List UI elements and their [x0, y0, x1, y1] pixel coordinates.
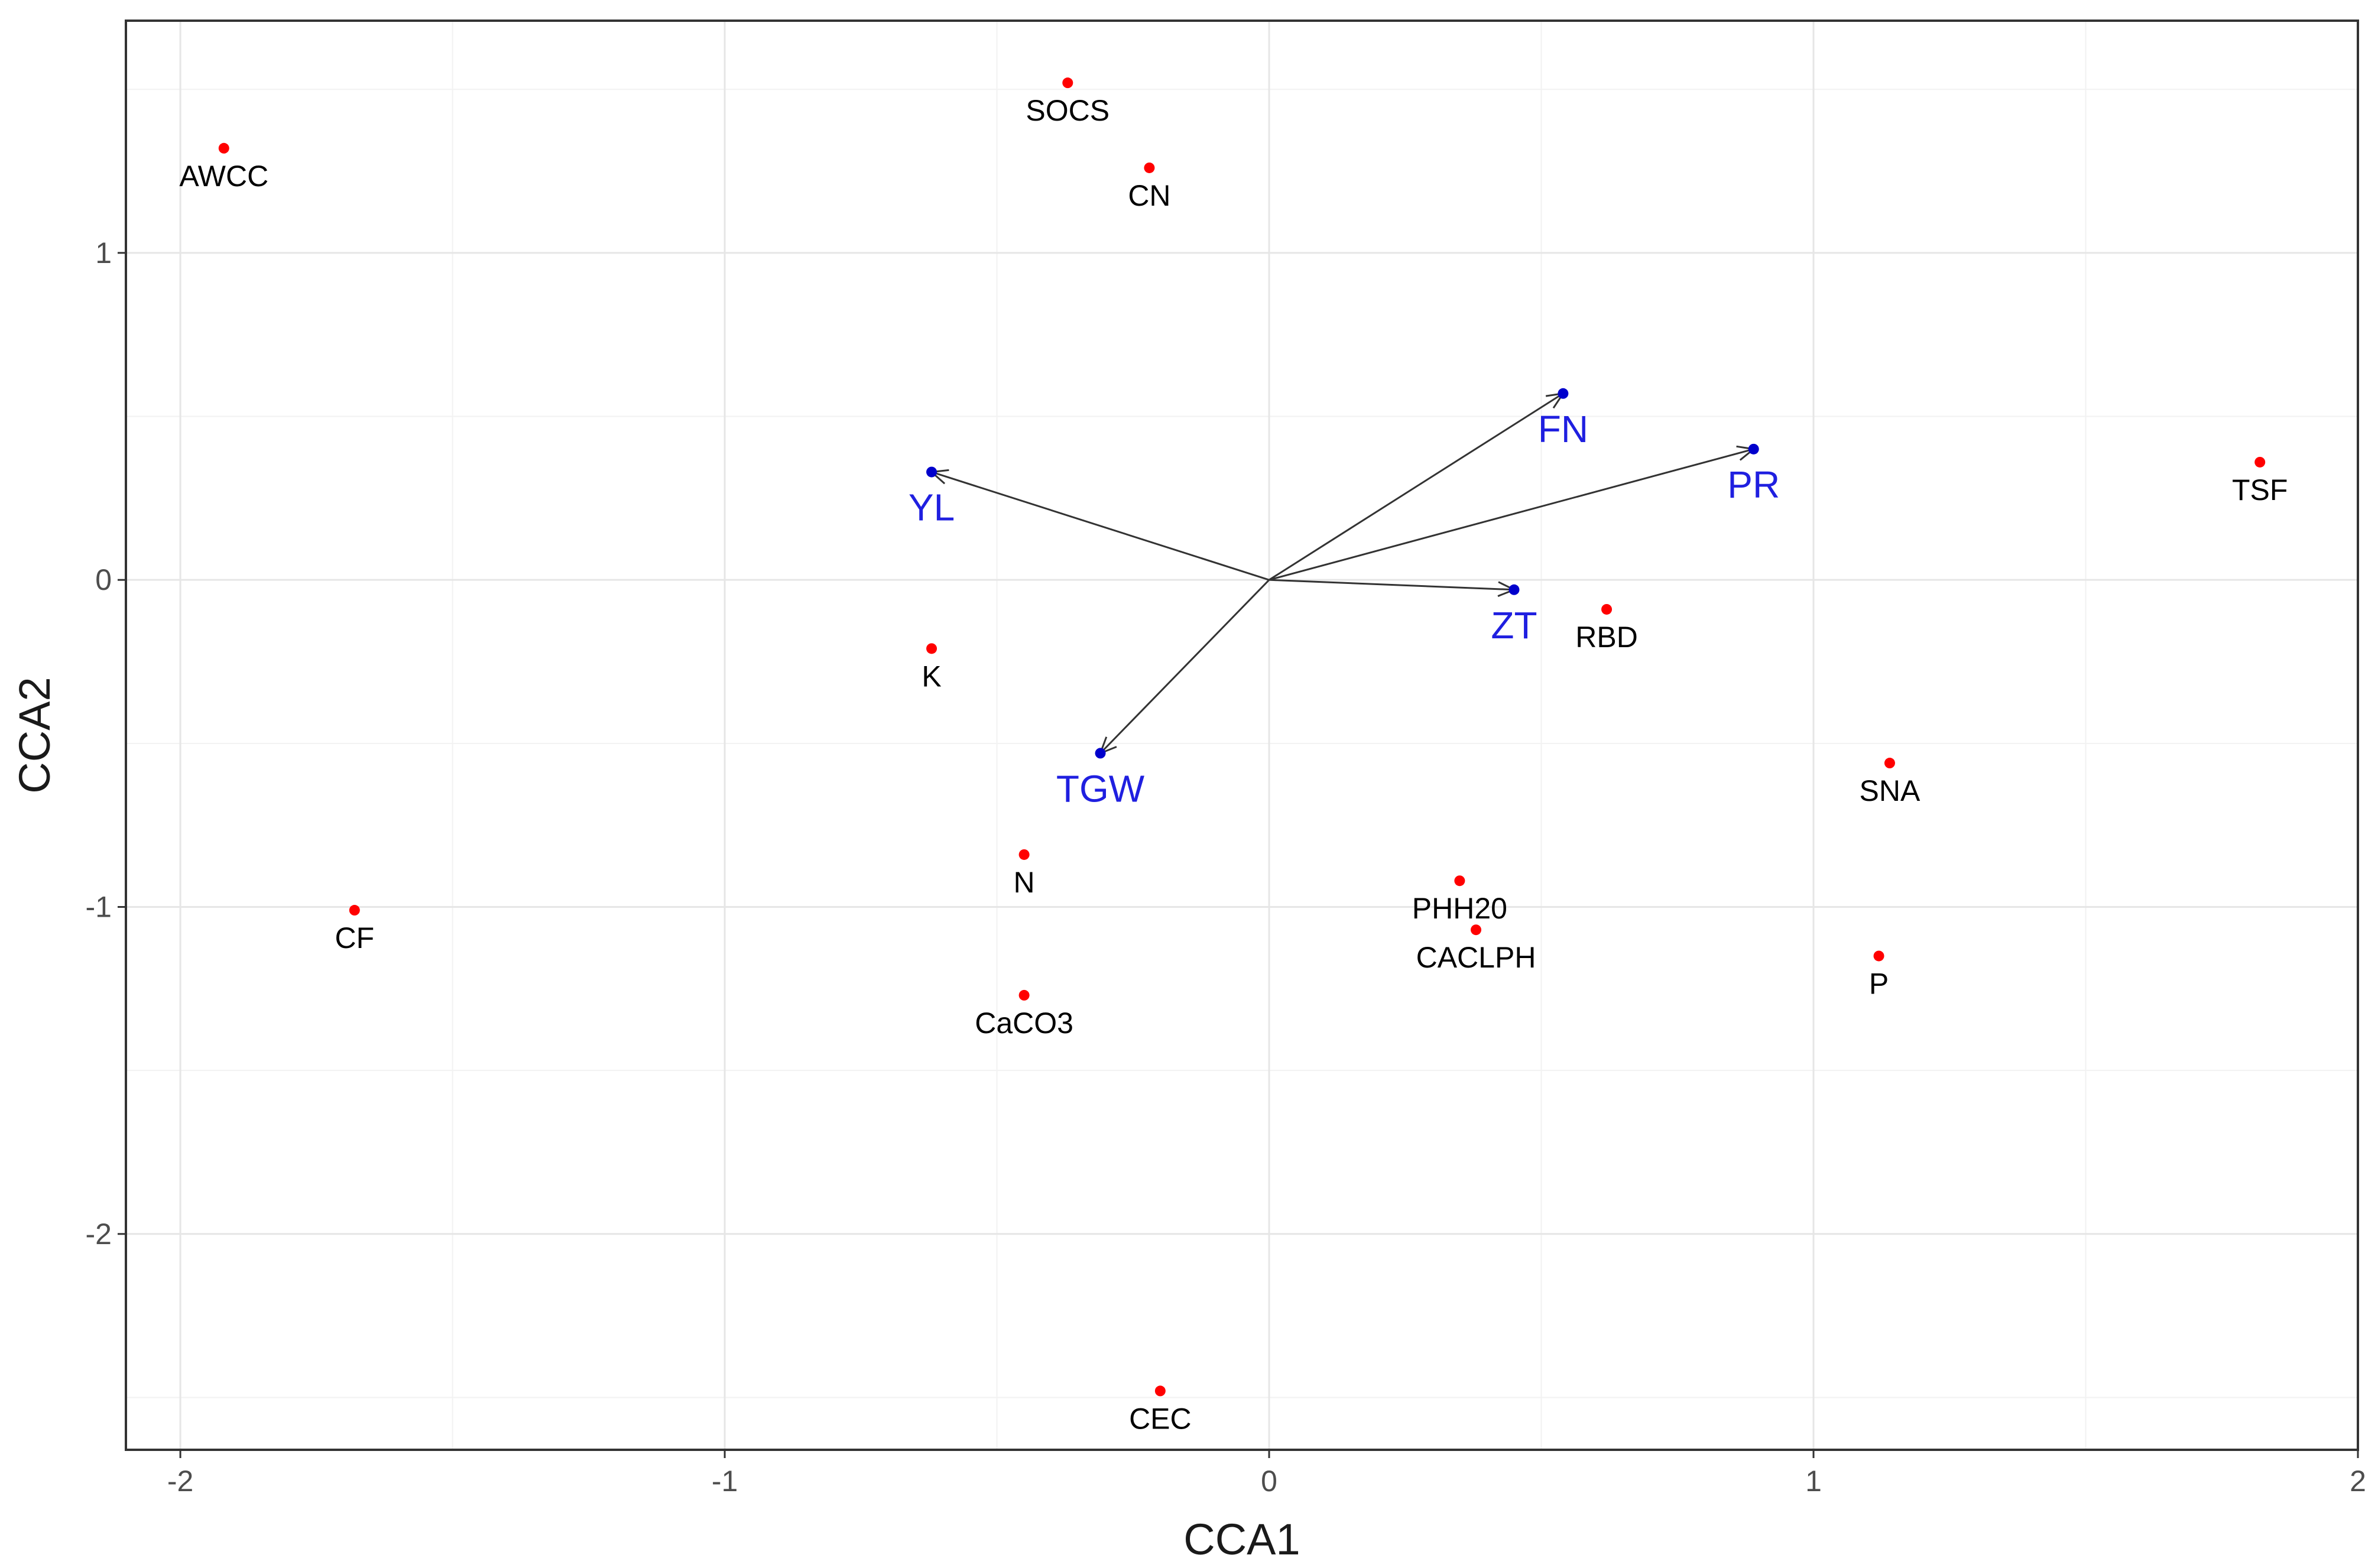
soil-point — [1018, 849, 1030, 860]
soil-point — [2254, 456, 2266, 468]
x-tick-label: 0 — [1261, 1465, 1277, 1498]
trait-point-label: YL — [909, 486, 955, 529]
soil-point — [926, 643, 937, 654]
trait-point — [1095, 748, 1106, 759]
soil-point-label: CF — [335, 921, 374, 955]
trait-point — [1508, 584, 1520, 595]
soil-point-label: RBD — [1575, 621, 1638, 654]
x-axis-title: CCA1 — [1183, 1515, 1300, 1564]
trait-point-label: ZT — [1491, 604, 1537, 647]
soil-point — [1471, 924, 1482, 936]
soil-point-label: PHH20 — [1412, 892, 1507, 925]
data-points — [218, 77, 2266, 1397]
soil-point-label: CEC — [1129, 1402, 1192, 1435]
y-tick-label: -1 — [86, 890, 112, 923]
trait-point-label: FN — [1538, 408, 1588, 450]
soil-point-label: CaCO3 — [975, 1007, 1073, 1040]
soil-point — [1884, 758, 1895, 769]
soil-point-label: P — [1869, 967, 1889, 1000]
axis-ticks — [118, 252, 2359, 1458]
soil-point-label: CACLPH — [1416, 941, 1536, 974]
trait-point — [926, 466, 937, 478]
panel-border — [125, 20, 2359, 1451]
trait-arrow — [1269, 579, 1514, 590]
minor-gridlines — [126, 21, 2358, 1450]
y-tick-label: 1 — [95, 236, 112, 270]
trait-arrow — [1101, 579, 1270, 753]
trait-arrow — [1269, 394, 1563, 581]
soil-point — [1454, 875, 1465, 887]
soil-point-label: TSF — [2232, 473, 2288, 507]
soil-point-label: K — [922, 660, 941, 693]
trait-point — [1748, 443, 1759, 455]
y-tick-label: 0 — [95, 563, 112, 596]
point-labels: AWCC SOCS CN TSF RBD K SNA N CF PHH20 CACLPH P CaCO3… — [179, 94, 2288, 1435]
trait-arrow — [1269, 449, 1754, 581]
soil-point-label: CN — [1128, 179, 1170, 212]
soil-point-label: SOCS — [1026, 94, 1109, 127]
soil-point — [218, 142, 229, 154]
panel-background — [126, 21, 2358, 1450]
trait-arrows — [932, 394, 1754, 754]
trait-point — [1558, 388, 1569, 399]
x-tick-label: 2 — [2350, 1465, 2366, 1498]
soil-point — [1601, 603, 1613, 615]
soil-point — [349, 905, 360, 916]
soil-point — [1018, 989, 1030, 1001]
soil-point-label: N — [1014, 866, 1035, 899]
x-tick-label: -1 — [712, 1465, 738, 1498]
trait-arrow — [932, 472, 1270, 581]
soil-point-label: SNA — [1860, 774, 1920, 807]
soil-point-label: AWCC — [179, 160, 268, 193]
y-axis-title: CCA2 — [10, 677, 59, 793]
y-tick-label: -2 — [86, 1218, 112, 1251]
x-tick-label: -2 — [167, 1465, 193, 1498]
trait-point-label: TGW — [1056, 767, 1145, 810]
trait-point-label: PR — [1727, 463, 1780, 506]
x-tick-label: 1 — [1805, 1465, 1822, 1498]
tick-labels: -2 -1 0 1 2 -2 -1 0 1 — [86, 236, 2366, 1498]
soil-point — [1144, 162, 1155, 173]
soil-point — [1873, 950, 1884, 962]
soil-point — [1062, 77, 1073, 89]
soil-point — [1154, 1385, 1166, 1397]
